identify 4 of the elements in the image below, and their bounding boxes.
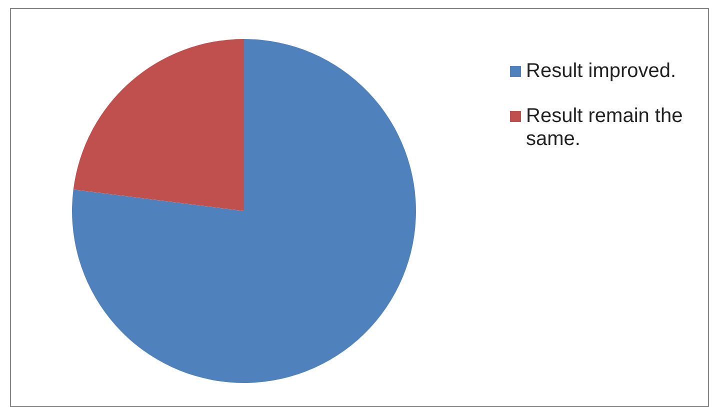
legend-label: Result remain the same. [526,105,684,151]
legend-label: Result improved. [526,60,676,83]
pie-slice [72,39,416,383]
pie-slice [73,39,244,211]
